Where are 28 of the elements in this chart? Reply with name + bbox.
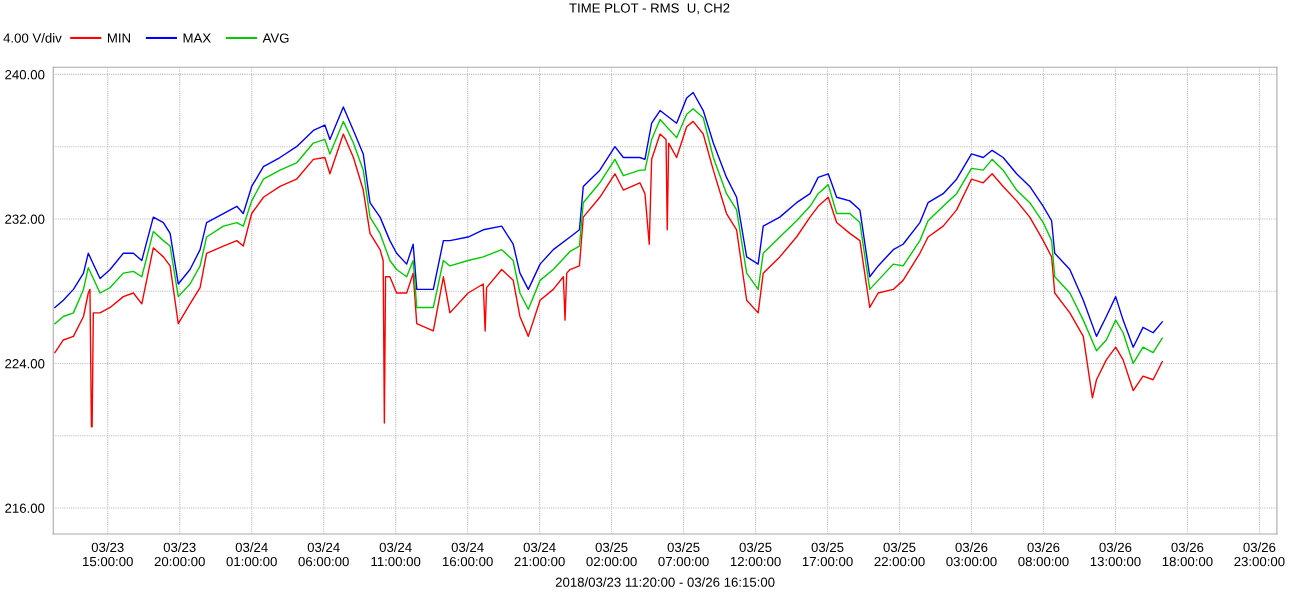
legend-label: MIN <box>107 33 130 43</box>
x-tick-label: 03/24 16:00:00 <box>442 542 493 567</box>
x-tick-label: 03/24 01:00:00 <box>226 542 277 567</box>
x-tick-label: 03/26 03:00:00 <box>946 542 997 567</box>
y-tick-label: 240.00 <box>5 69 45 80</box>
x-tick-label: 03/26 23:00:00 <box>1234 542 1285 567</box>
legend-label: AVG <box>262 33 289 43</box>
x-tick-label: 03/26 08:00:00 <box>1018 542 1069 567</box>
x-tick-label: 03/26 18:00:00 <box>1162 542 1213 567</box>
x-tick-label: 03/25 22:00:00 <box>874 542 925 567</box>
chart-title: TIME PLOT - RMS U, CH2 <box>569 3 730 15</box>
legend-label: MAX <box>183 33 211 43</box>
x-axis-title: 2018/03/23 11:20:00 - 03/26 16:15:00 <box>555 577 775 587</box>
x-tick-label: 03/25 17:00:00 <box>802 542 853 567</box>
y-tick-label: 232.00 <box>5 214 45 224</box>
y-tick-label: 216.00 <box>5 503 45 513</box>
text: 4.00 V/div <box>3 33 62 43</box>
x-tick-label: 03/24 21:00:00 <box>514 542 565 567</box>
y-tick-label: 224.00 <box>5 359 45 369</box>
x-tick-label: 03/26 13:00:00 <box>1090 542 1141 567</box>
x-tick-label: 03/25 02:00:00 <box>586 542 637 567</box>
x-tick-label: 03/23 20:00:00 <box>154 542 205 567</box>
x-tick-label: 03/25 12:00:00 <box>730 542 781 567</box>
x-tick-label: 03/25 07:00:00 <box>658 542 709 567</box>
x-tick-label: 03/23 15:00:00 <box>83 542 133 567</box>
x-tick-label: 03/24 11:00:00 <box>371 542 421 567</box>
x-tick-label: 03/24 06:00:00 <box>298 542 349 567</box>
line-series <box>54 120 1163 428</box>
